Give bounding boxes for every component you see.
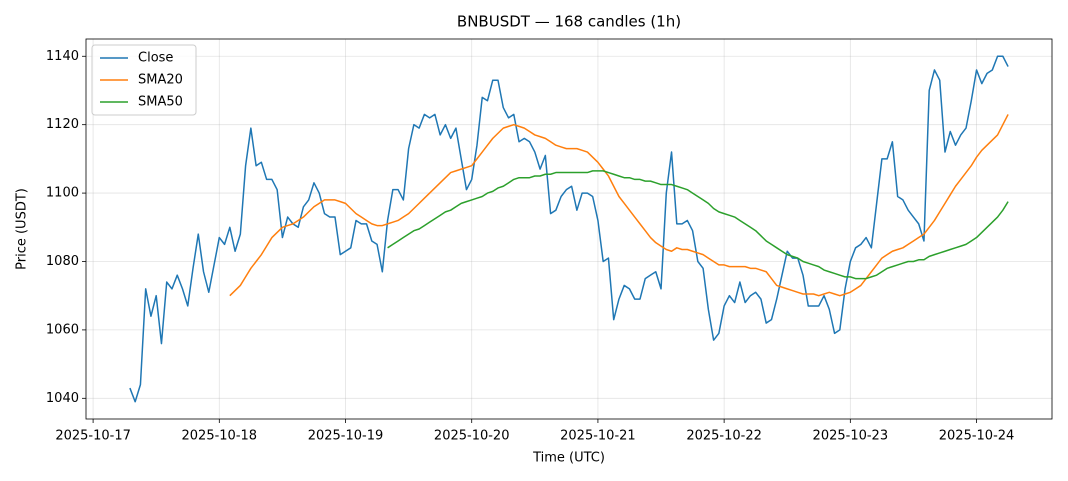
- x-tick-label: 2025-10-21: [560, 429, 636, 444]
- x-tick-label: 2025-10-19: [308, 429, 384, 444]
- x-tick-label: 2025-10-18: [182, 429, 258, 444]
- y-tick-label: 1120: [46, 117, 79, 132]
- x-tick-label: 2025-10-22: [686, 429, 762, 444]
- legend: Close SMA20 SMA50: [91, 44, 197, 116]
- y-tick-label: 1040: [46, 391, 79, 406]
- plot-frame: [85, 38, 1053, 420]
- x-axis-label: Time (UTC): [532, 451, 605, 466]
- series-line: [229, 114, 1009, 297]
- chart-title: BNBUSDT — 168 candles (1h): [457, 13, 681, 31]
- y-tick-label: 1140: [46, 49, 79, 64]
- x-tick-label: 2025-10-24: [939, 429, 1015, 444]
- x-tick-label: 2025-10-17: [55, 429, 131, 444]
- y-tick-label: 1060: [46, 322, 79, 337]
- legend-label: SMA20: [138, 73, 183, 88]
- y-tick-label: 1100: [46, 186, 79, 201]
- series-line: [387, 170, 1009, 280]
- legend-label: Close: [138, 51, 173, 66]
- y-tick-label: 1080: [46, 254, 79, 269]
- x-tick-label: 2025-10-23: [813, 429, 889, 444]
- x-tick-label: 2025-10-20: [434, 429, 510, 444]
- y-axis-label: Price (USDT): [15, 188, 30, 270]
- legend-box: [91, 44, 197, 116]
- legend-label: SMA50: [138, 95, 183, 110]
- series-line: [129, 55, 1009, 403]
